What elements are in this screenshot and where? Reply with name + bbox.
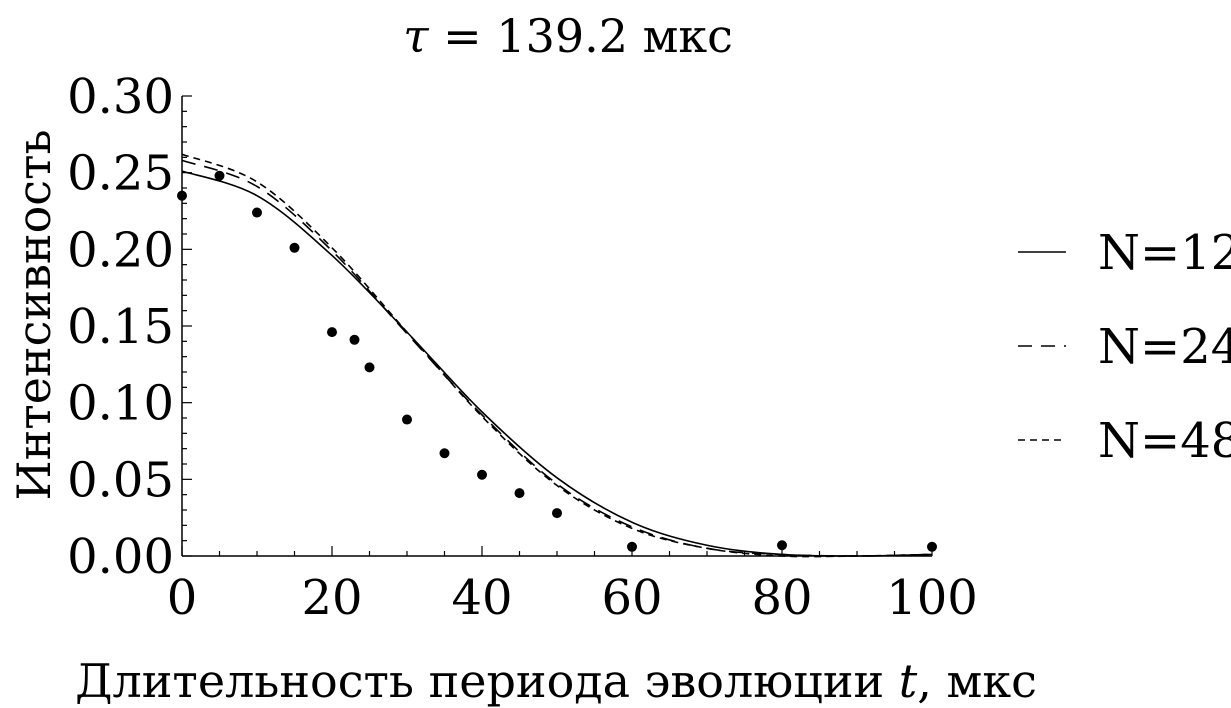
x-tick-label: 20 xyxy=(301,570,362,626)
legend-label: N=48 xyxy=(1098,413,1231,469)
data-point xyxy=(177,190,187,201)
data-point xyxy=(214,170,225,181)
legend-label: N=12 xyxy=(1098,225,1231,281)
data-point xyxy=(552,508,562,519)
chart-title-value: = 139.2 xyxy=(429,9,643,63)
data-point xyxy=(927,541,937,552)
chart-title-symbol: τ xyxy=(403,9,430,63)
y-tick-label: 0.00 xyxy=(67,529,174,585)
y-tick-label: 0.20 xyxy=(67,222,174,278)
data-point xyxy=(289,242,300,253)
data-point xyxy=(349,334,360,345)
legend: N=12 N=24 N=48 xyxy=(1018,225,1231,469)
data-point xyxy=(364,362,375,373)
data-point xyxy=(402,414,412,425)
x-axis-title-prefix: Длительность периода эволюции xyxy=(75,654,899,708)
series-points xyxy=(177,170,937,552)
y-tick-label: 0.10 xyxy=(67,376,174,432)
data-point xyxy=(327,327,337,338)
series-lines xyxy=(181,153,933,558)
series-line-n-12 xyxy=(181,170,933,557)
series-line-n-24 xyxy=(181,159,933,557)
y-tick-label: 0.30 xyxy=(67,69,174,125)
x-tick-label: 60 xyxy=(601,570,662,626)
data-point xyxy=(439,448,450,459)
data-point xyxy=(514,488,525,499)
x-tick-label: 0 xyxy=(167,570,198,626)
axis-ticks: 0 20 40 60 80 100 0.00 0.05 0.10 0.15 0.20 0.25 0.30 xyxy=(67,69,978,626)
x-axis-title-variable: t xyxy=(899,654,918,708)
chart-title: τ = 139.2 мкс xyxy=(403,9,733,63)
y-tick-label: 0.05 xyxy=(67,452,174,508)
y-tick-label: 0.25 xyxy=(67,146,174,202)
x-axis-title-suffix: , мкс xyxy=(917,654,1037,708)
series-line-n-48 xyxy=(181,153,933,558)
y-tick-label: 0.15 xyxy=(67,299,174,355)
data-point xyxy=(252,207,262,218)
y-axis-title: Интенсивность xyxy=(7,129,61,500)
legend-label: N=24 xyxy=(1098,319,1231,375)
x-tick-label: 40 xyxy=(451,570,512,626)
data-point xyxy=(627,541,637,552)
chart-title-unit: мкс xyxy=(643,9,733,63)
data-point xyxy=(477,469,487,480)
x-axis-title: Длительность периода эволюции t, мкс xyxy=(75,654,1037,708)
x-tick-label: 80 xyxy=(751,570,812,626)
data-point xyxy=(777,540,787,551)
x-tick-label: 100 xyxy=(886,570,978,626)
